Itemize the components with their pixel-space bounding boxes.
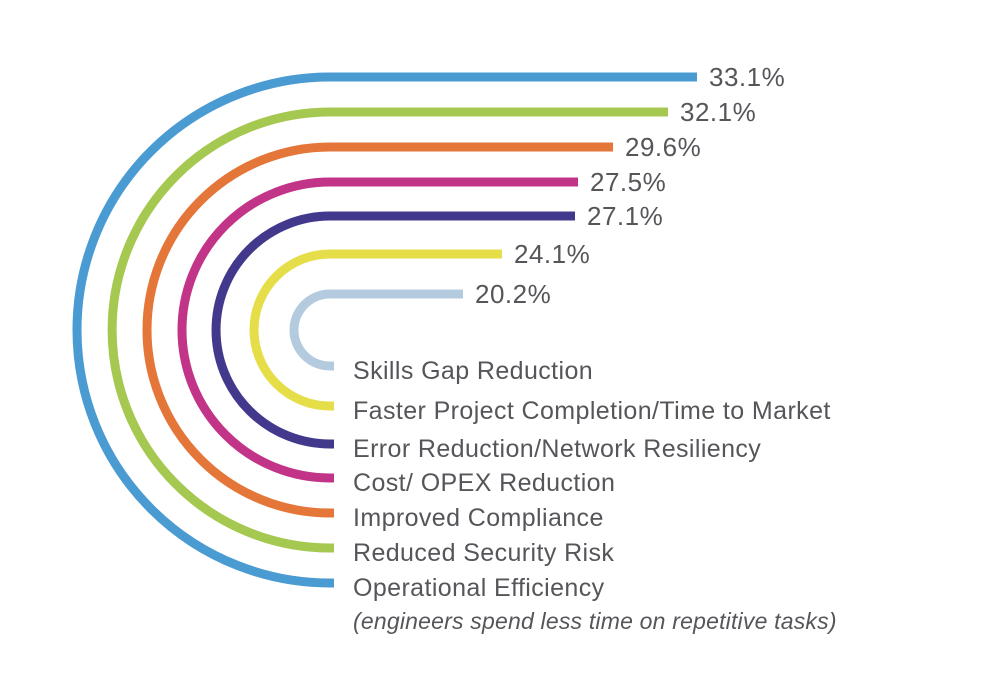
value-label-error-reduction-network-resiliency: 27.1% (587, 201, 663, 231)
arc-error-reduction-network-resiliency (211, 211, 575, 449)
arc-operational-efficiency (72, 72, 697, 588)
category-label-cost-opex-reduction: Cost/ OPEX Reduction (353, 469, 615, 497)
category-note-operational-efficiency: (engineers spend less time on repetitive… (353, 608, 837, 634)
arc-cost-opex-reduction (177, 177, 578, 483)
value-label-reduced-security-risk: 32.1% (680, 97, 756, 127)
value-label-cost-opex-reduction: 27.5% (590, 167, 666, 197)
arc-skills-gap-reduction (289, 289, 463, 371)
category-label-skills-gap-reduction: Skills Gap Reduction (353, 357, 593, 385)
value-label-operational-efficiency: 33.1% (709, 62, 785, 92)
category-label-faster-project-completion-time-to-market: Faster Project Completion/Time to Market (353, 397, 831, 425)
arc-improved-compliance (142, 142, 613, 518)
arc-faster-project-completion-time-to-market (249, 249, 502, 411)
category-label-improved-compliance: Improved Compliance (353, 504, 604, 532)
value-label-improved-compliance: 29.6% (625, 132, 701, 162)
category-label-error-reduction-network-resiliency: Error Reduction/Network Resiliency (353, 435, 761, 463)
value-label-skills-gap-reduction: 20.2% (475, 279, 551, 309)
value-label-faster-project-completion-time-to-market: 24.1% (514, 239, 590, 269)
category-label-reduced-security-risk: Reduced Security Risk (353, 539, 614, 567)
arc-reduced-security-risk (107, 107, 668, 553)
category-label-operational-efficiency: Operational Efficiency (353, 574, 605, 602)
